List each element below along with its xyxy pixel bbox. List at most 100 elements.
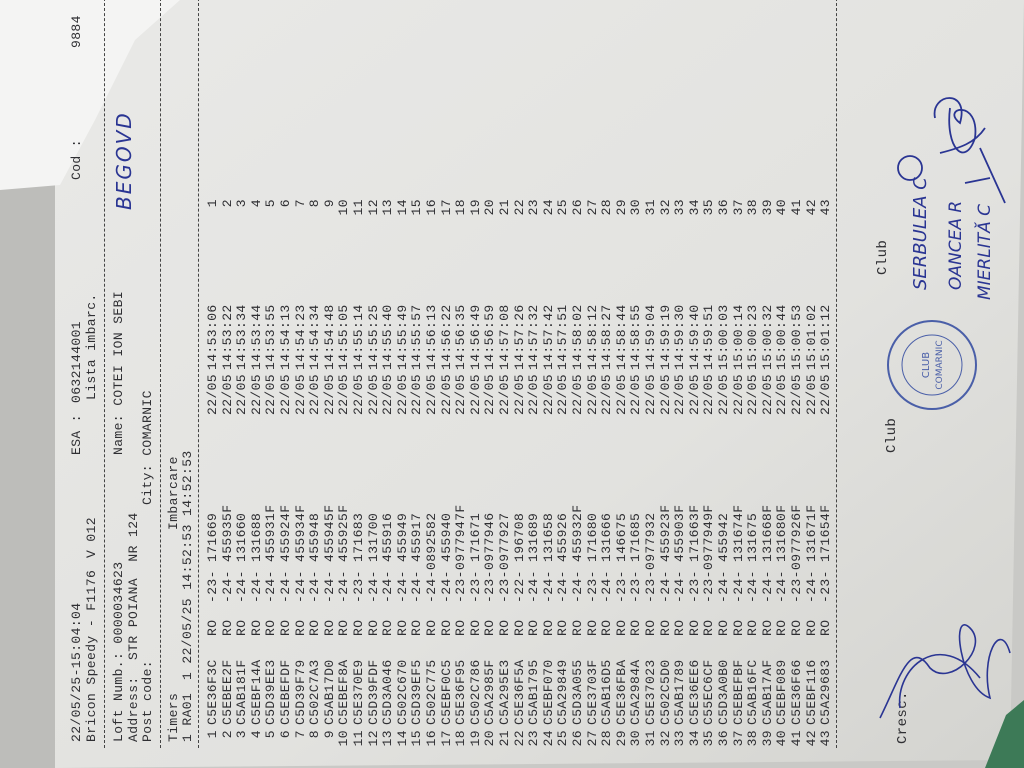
- arrival-time: 14:56:59: [482, 304, 498, 370]
- country-code: RO: [219, 619, 235, 636]
- ring-code: C5AB181F: [234, 659, 250, 725]
- ring-code: C5A29683: [818, 659, 834, 725]
- ring-number: 171683: [351, 512, 366, 562]
- country-code: RO: [511, 619, 527, 636]
- ring-code: C5EBEF8A: [336, 659, 352, 725]
- country-code: RO: [263, 619, 279, 636]
- ring-code: C5EBF089: [774, 659, 790, 725]
- ring-code: C5EBF116: [803, 659, 819, 725]
- age-code: -23-: [818, 570, 834, 603]
- arrival-date: 22/05: [628, 373, 644, 415]
- ring-code: C5E36FBA: [613, 659, 629, 725]
- arrival-rank: 11: [351, 199, 366, 216]
- arrival-date: 22/05: [482, 373, 498, 415]
- row-number: 21: [497, 730, 512, 747]
- ring-code: C5D39EF5: [409, 659, 425, 725]
- country-code: RO: [555, 619, 571, 636]
- row-number: 36: [716, 730, 731, 747]
- ring-code: C5D3A055: [570, 659, 585, 725]
- arrival-date: 22/05: [730, 373, 746, 415]
- arrival-date: 22/05: [599, 373, 615, 415]
- arrival-time: 14:58:12: [584, 304, 600, 370]
- arrival-rank: 19: [467, 199, 483, 216]
- arrival-rank: 25: [555, 199, 571, 216]
- age-code: -24-: [745, 570, 761, 603]
- fancier-name: Name: COTEI ION SEBI: [111, 290, 126, 455]
- arrival-rank: 39: [759, 199, 775, 216]
- country-code: RO: [394, 619, 410, 636]
- arrival-time: 15:00:03: [716, 304, 731, 370]
- arrival-time: 14:57:51: [555, 304, 571, 370]
- row-number: 11: [351, 730, 366, 747]
- arrival-rank: 42: [803, 199, 819, 216]
- arrival-date: 22/05: [789, 373, 804, 415]
- age-code: -24-: [570, 570, 585, 603]
- ring-number: 455942: [716, 512, 731, 562]
- arrival-rank: 12: [365, 199, 381, 216]
- arrival-time: 14:57:08: [497, 304, 512, 370]
- signature-top: [933, 97, 986, 154]
- arrival-rank: 34: [686, 199, 702, 216]
- arrival-date: 22/05: [307, 373, 323, 415]
- age-code: -23-: [613, 570, 629, 603]
- arrival-time: 14:56:49: [467, 304, 483, 370]
- signature-cresc: [879, 624, 1011, 719]
- arrival-time: 14:57:32: [526, 304, 542, 370]
- row-number: 32: [657, 730, 673, 747]
- row-number: 20: [482, 730, 498, 747]
- age-code: -23-: [351, 570, 366, 603]
- timer-id: 1 RA01: [180, 692, 195, 742]
- ring-number: 171669: [205, 512, 220, 562]
- ring-number: 455949: [394, 512, 410, 562]
- arrival-rank: 9: [321, 199, 337, 208]
- row-number: 30: [628, 730, 644, 747]
- fancier-city: City: COMARNIC: [140, 390, 155, 505]
- arrival-date: 22/05: [745, 373, 761, 415]
- row-number: 37: [730, 730, 746, 747]
- row-number: 35: [701, 730, 717, 747]
- country-code: RO: [818, 619, 834, 636]
- country-code: RO: [789, 619, 804, 636]
- row-number: 6: [278, 730, 293, 739]
- age-code: -24-: [278, 570, 293, 603]
- ring-code: C5E37023: [643, 659, 658, 725]
- row-number: 26: [570, 730, 585, 747]
- ring-code: C5D3A0B0: [716, 659, 731, 725]
- arrival-date: 22/05: [409, 373, 425, 415]
- country-code: RO: [613, 619, 629, 636]
- arrival-date: 22/05: [351, 373, 366, 415]
- age-code: -24-: [394, 570, 410, 603]
- country-code: RO: [365, 619, 381, 636]
- arrival-time: 14:57:42: [540, 304, 556, 370]
- ring-code: C5D3A046: [380, 659, 396, 725]
- arrival-time: 14:55:05: [336, 304, 352, 370]
- arrival-time: 15:01:12: [818, 304, 834, 370]
- arrival-date: 22/05: [540, 373, 556, 415]
- ring-code: C5A295E3: [497, 659, 512, 725]
- age-code: -24-: [716, 570, 731, 603]
- list-title: Lista imbarc.: [84, 293, 99, 400]
- ring-number: 455916: [380, 512, 396, 562]
- cod-value: 9884: [69, 15, 84, 48]
- timers-label: Timers: [166, 692, 181, 742]
- stamp-text: CLUB: [921, 352, 932, 378]
- arrival-time: 14:58:02: [570, 304, 585, 370]
- ring-number: 455903F: [672, 504, 688, 562]
- row-number: 43: [818, 730, 834, 747]
- signature-initials: [897, 147, 1006, 204]
- age-code: -24-: [774, 570, 790, 603]
- arrival-rank: 26: [570, 199, 585, 216]
- arrival-time: 14:54:13: [278, 304, 293, 370]
- arrival-date: 22/05: [467, 373, 483, 415]
- arrival-rank: 33: [672, 199, 688, 216]
- arrival-rank: 23: [526, 199, 542, 216]
- arrival-rank: 24: [540, 199, 556, 216]
- country-code: RO: [540, 619, 556, 636]
- row-number: 25: [555, 730, 571, 747]
- arrival-date: 22/05: [453, 373, 469, 415]
- arrival-date: 22/05: [424, 373, 439, 415]
- row-number: 42: [803, 730, 819, 747]
- row-number: 22: [511, 730, 527, 747]
- age-code: -24-: [555, 570, 571, 603]
